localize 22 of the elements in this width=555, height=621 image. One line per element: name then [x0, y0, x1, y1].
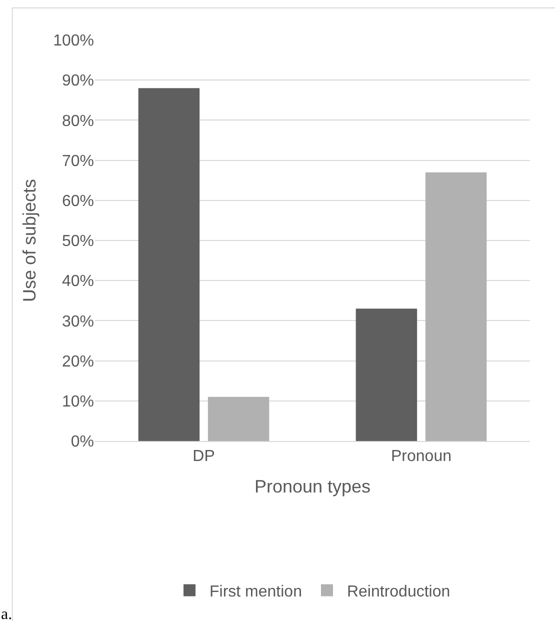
y-tick-label: 20% [62, 353, 94, 370]
y-tick-label: 100% [53, 32, 94, 50]
y-tick-label: 30% [62, 313, 94, 330]
y-tick-label: 90% [62, 72, 94, 90]
legend-label: Reintroduction [346, 583, 450, 600]
bar [138, 88, 200, 441]
x-axis-title: Pronoun types [254, 476, 371, 496]
y-tick-label: 60% [62, 193, 94, 210]
bar [208, 396, 270, 441]
x-tick-label: DP [192, 448, 215, 466]
y-tick-label: 0% [70, 434, 94, 451]
bar [425, 172, 487, 441]
y-tick-label: 80% [62, 112, 94, 130]
y-tick-label: 40% [62, 273, 94, 290]
y-tick-label: 10% [62, 394, 94, 410]
y-axis-title: Use of subjects [19, 178, 40, 302]
x-tick-label: Pronoun [391, 448, 452, 466]
bar [356, 308, 418, 441]
y-tick-label: 70% [62, 152, 94, 170]
y-tick-label: 50% [62, 233, 94, 250]
text: a. [1, 606, 12, 621]
legend-label: First mention [210, 583, 302, 600]
